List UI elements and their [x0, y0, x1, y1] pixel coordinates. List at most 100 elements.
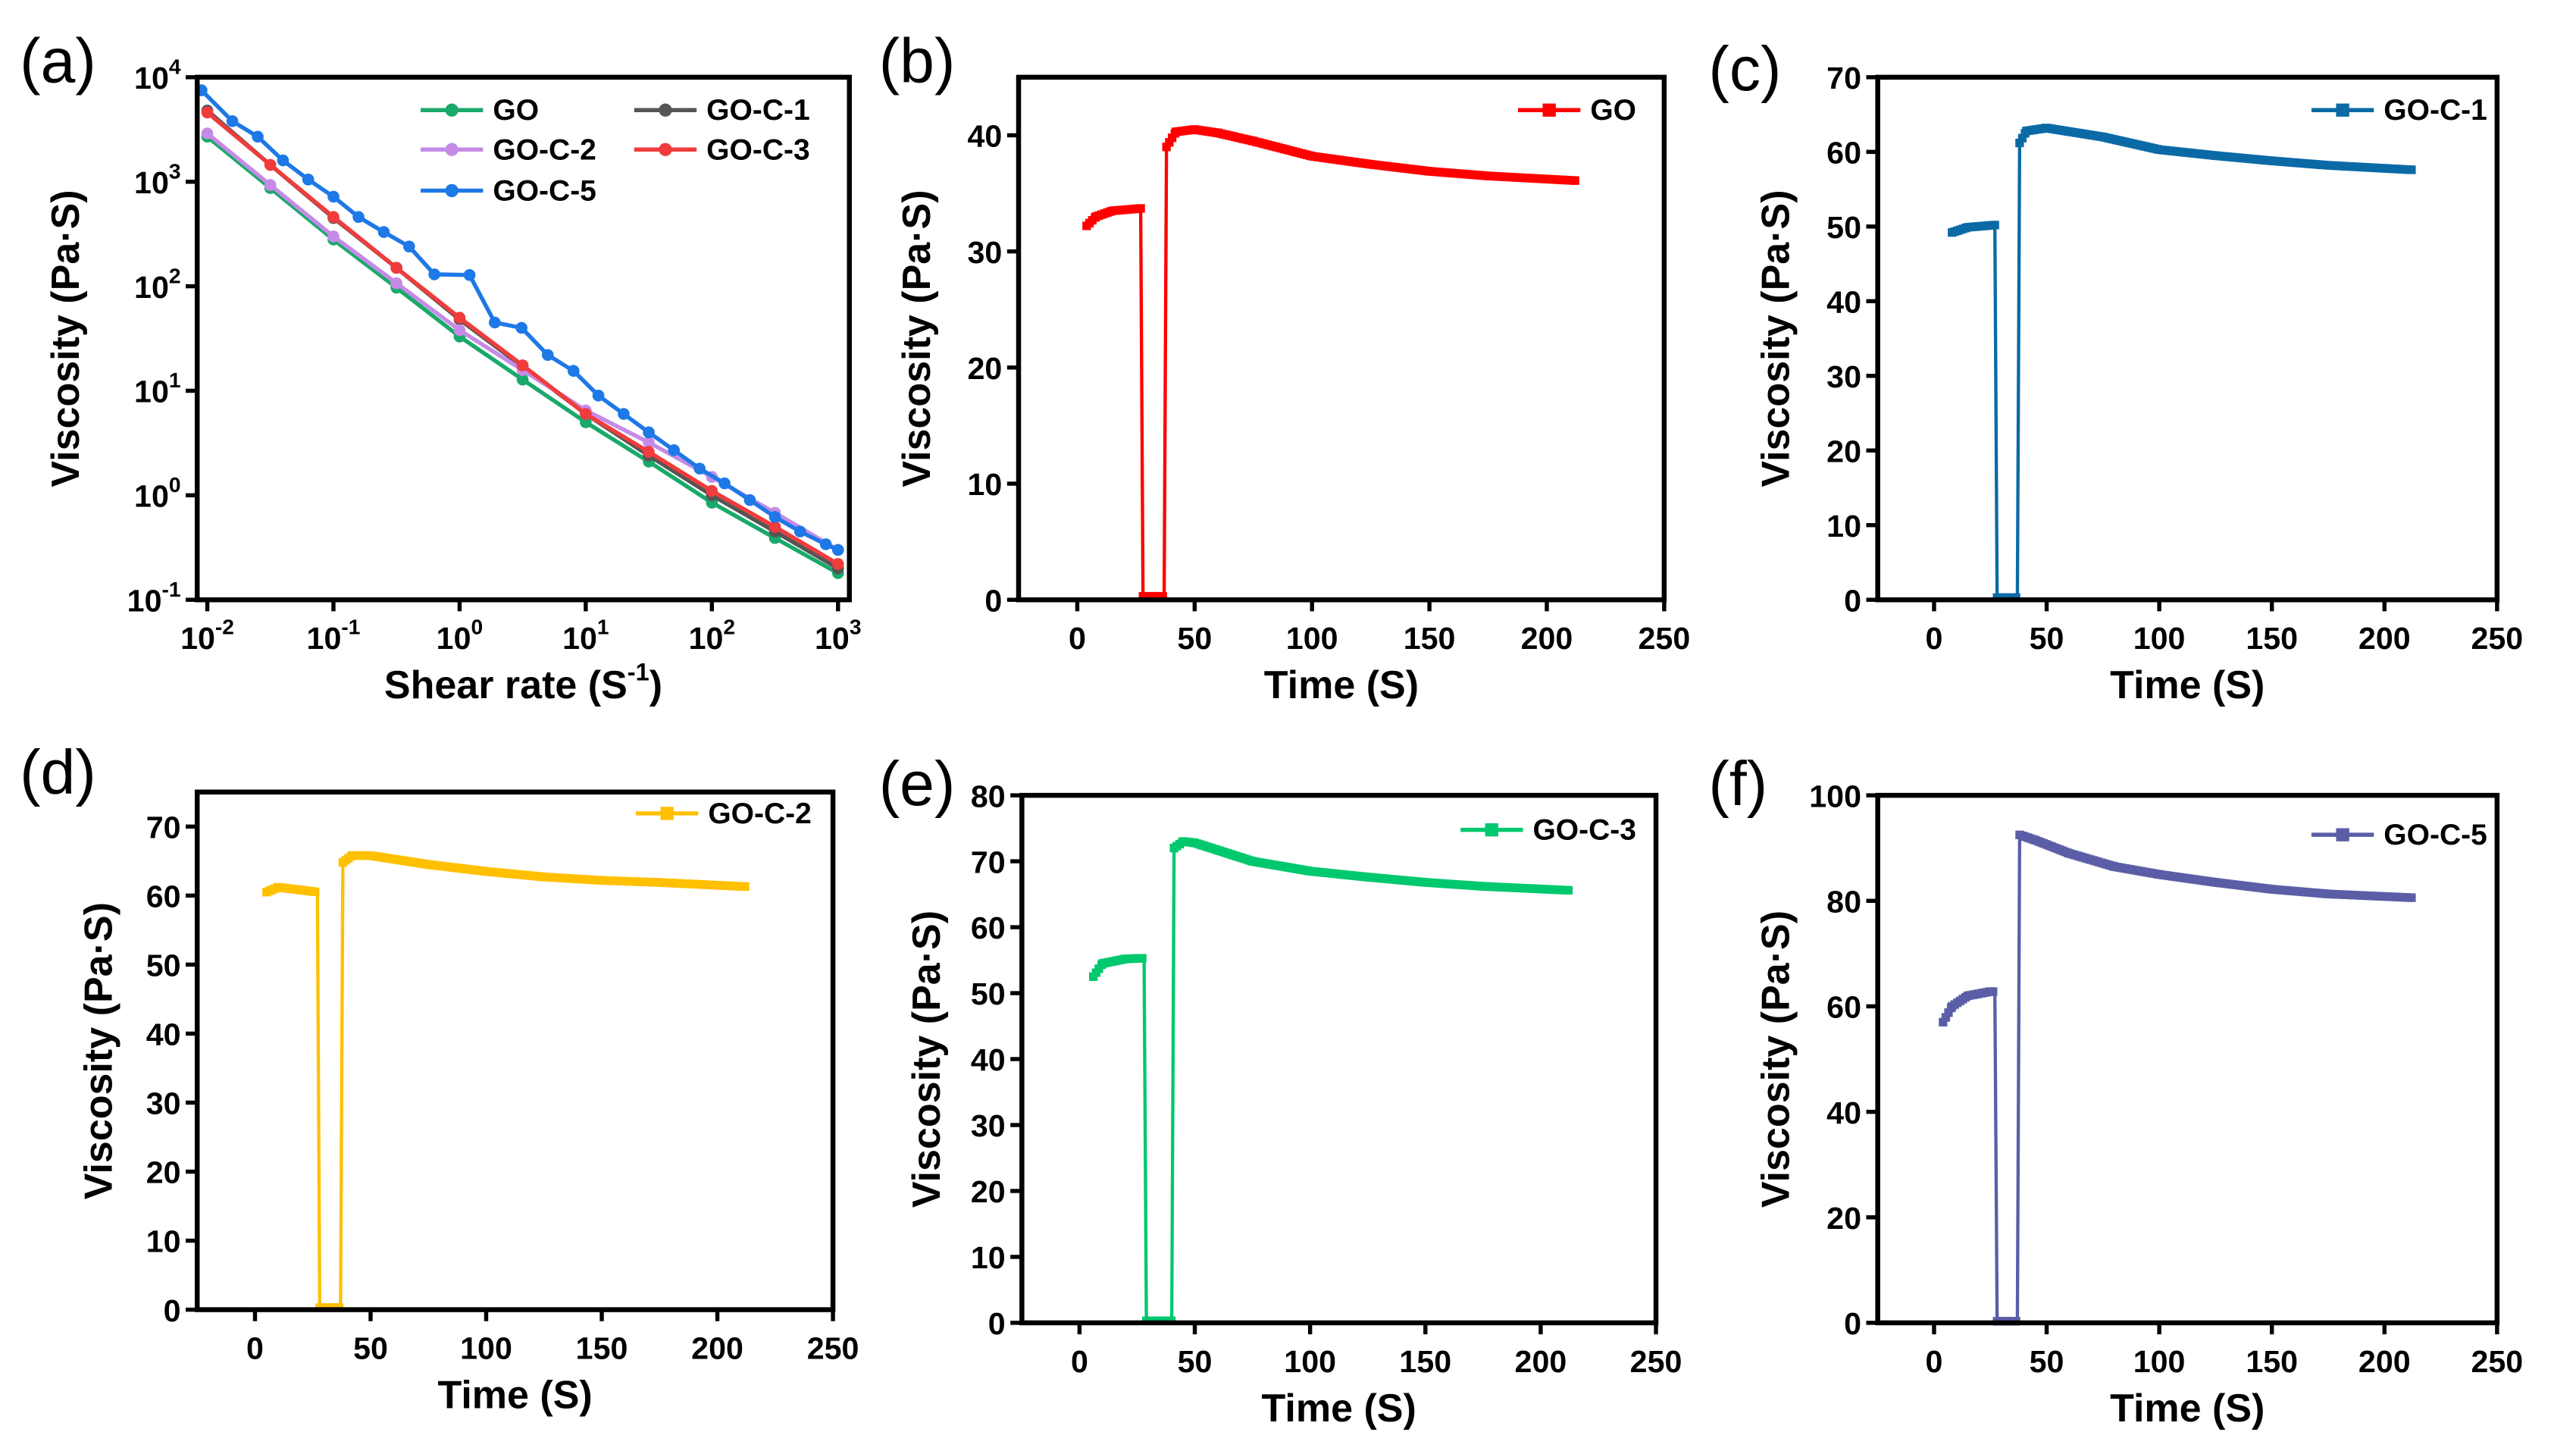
y-tick-label: 20 [1826, 434, 1861, 469]
tick-exponent: -1 [161, 577, 180, 601]
x-tick-label: 50 [1177, 621, 1212, 656]
y-tick-label: 70 [971, 845, 1006, 879]
legend-label: GO-C-2 [493, 133, 596, 166]
data-point [718, 477, 731, 490]
tick-base: 10 [127, 583, 162, 618]
data-point [819, 538, 832, 550]
data-point [201, 127, 214, 139]
data-point [580, 408, 592, 420]
y-tick-label: 20 [971, 1174, 1006, 1209]
legend-marker [659, 103, 672, 117]
tick-exponent: 1 [169, 368, 181, 392]
data-point [1570, 176, 1579, 185]
x-tick-label: 150 [2246, 621, 2298, 656]
tick-base: 10 [134, 165, 169, 200]
x-axis-label: Time (S) [2110, 1387, 2265, 1431]
panel-e: (e) 0 50 100 150 200 250 0 10 20 30 40 50 60 70 80 Time … [879, 749, 1682, 1431]
legend-marker [1542, 103, 1556, 117]
data-point [643, 446, 655, 458]
y-tick-label: 60 [1826, 136, 1861, 171]
y-tick-label: 103 [134, 158, 180, 200]
legend-marker [659, 143, 672, 156]
series-line [265, 854, 746, 1310]
x-tick-label: 100 [1286, 621, 1338, 656]
data-point [327, 230, 340, 243]
legend-label: GO-C-1 [706, 94, 810, 127]
panel-d: (d) 0 50 100 150 200 250 0 10 20 30 40 50 60 70 Time (S… [20, 738, 859, 1418]
data-point [1136, 204, 1145, 213]
series-GO-C-5 [1939, 830, 2416, 1326]
y-tick-label: 10-1 [127, 577, 181, 619]
legend-label: GO-C-3 [1532, 814, 1635, 847]
legend-marker [1485, 823, 1498, 837]
legend-marker [2336, 828, 2349, 841]
legend-label: GO-C-5 [493, 174, 596, 207]
data-point [693, 462, 706, 475]
legend-entry: GO-C-1 [2311, 94, 2487, 127]
legend-marker [445, 103, 459, 117]
y-tick-label: 10 [146, 1224, 181, 1259]
tick-exponent: -2 [215, 615, 234, 639]
x-tick-label: 100 [2133, 1344, 2186, 1379]
tick-exponent: 2 [723, 615, 735, 639]
x-tick-label: 150 [1404, 621, 1456, 656]
series-GO-C-1 [1948, 124, 2416, 602]
plot-frame [1016, 74, 1667, 603]
y-tick-label: 104 [134, 55, 181, 96]
data-point [264, 179, 277, 191]
y-tick-label: 30 [1826, 359, 1861, 394]
legend-label: GO-C-1 [2384, 94, 2487, 127]
tick-exponent: 3 [850, 615, 862, 639]
x-tick-label: 50 [2030, 1344, 2064, 1379]
data-point [516, 359, 529, 371]
data-point [453, 324, 466, 337]
y-tick-label: 0 [164, 1293, 181, 1328]
panel-label: (c) [1708, 34, 1781, 104]
x-axis-label: Time (S) [1264, 663, 1419, 707]
y-axis-label: Viscosity (Pa·S) [77, 902, 121, 1199]
y-tick-label: 50 [1826, 210, 1861, 245]
y-tick-label: 60 [1826, 990, 1861, 1025]
data-point [541, 349, 554, 362]
x-tick-label: 250 [2471, 1344, 2524, 1379]
data-point [1165, 138, 1174, 147]
data-point [390, 277, 402, 290]
data-point [2017, 133, 2027, 143]
series-line [1085, 127, 1576, 598]
x-tick-label: 200 [2358, 1344, 2411, 1379]
legend-entry: GO-C-3 [634, 133, 810, 166]
data-point [567, 365, 580, 378]
legend-entry: GO [1517, 94, 1636, 127]
tick-base: 10 [134, 375, 169, 409]
data-point [740, 882, 750, 892]
tick-exponent: 4 [169, 55, 181, 79]
y-tick-label: 80 [1826, 884, 1861, 919]
x-tick-label: 100 [2133, 621, 2186, 656]
tick-base: 10 [815, 621, 850, 656]
legend-entry: GO-C-5 [421, 174, 596, 207]
x-tick-label: 200 [1521, 621, 1573, 656]
data-point [516, 373, 529, 386]
y-tick-label: 60 [971, 910, 1006, 945]
y-tick-label: 40 [968, 119, 1003, 154]
data-point [768, 521, 781, 533]
legend-entry: GO-C-3 [1460, 814, 1636, 847]
x-tick-label: 250 [807, 1331, 859, 1366]
y-axis-label: Viscosity (Pa·S) [1754, 190, 1798, 487]
x-tick-label: 50 [2030, 621, 2064, 656]
data-point [1944, 1008, 1953, 1017]
data-point [201, 106, 214, 119]
series-line [1952, 126, 2412, 600]
x-tick-label: 0 [1071, 1344, 1088, 1379]
data-point [302, 174, 315, 186]
plot-frame [194, 74, 852, 603]
data-point [2407, 893, 2416, 902]
y-axis-label: Viscosity (Pa·S) [1754, 910, 1798, 1208]
y-tick-label: 50 [971, 976, 1006, 1011]
data-point [592, 389, 605, 402]
y-axis-label: Viscosity (Pa·S) [905, 910, 949, 1208]
x-tick-label: 150 [1399, 1344, 1451, 1379]
legend: GO-C-2 [635, 798, 812, 830]
x-axis-label-sup: -1 [628, 658, 649, 685]
y-tick-label: 40 [1826, 284, 1861, 319]
